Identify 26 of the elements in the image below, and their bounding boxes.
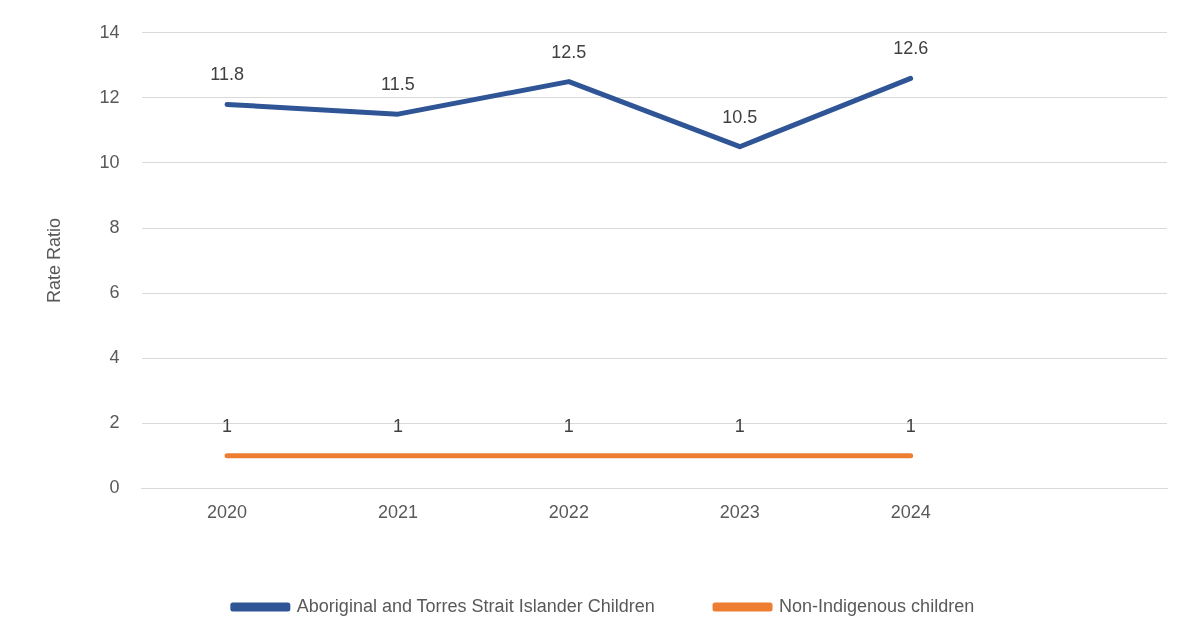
data-label: 11.5: [381, 74, 415, 95]
y-tick-label: 2: [109, 412, 120, 433]
data-label: 1: [563, 415, 574, 436]
legend-label: Non-Indigenous children: [779, 595, 975, 616]
y-tick-label: 8: [109, 217, 120, 238]
y-tick-label: 10: [99, 151, 120, 172]
data-label: 10.5: [722, 106, 758, 127]
y-tick-label: 6: [109, 282, 120, 303]
y-tick-label: 0: [109, 477, 120, 498]
legend-label: Aboriginal and Torres Strait Islander Children: [296, 595, 655, 616]
data-label: 11.8: [210, 64, 244, 85]
x-tick-label: 2020: [207, 502, 248, 523]
data-label: 12.6: [893, 38, 929, 59]
x-tick-label: 2021: [377, 502, 418, 523]
x-tick-label: 2023: [719, 502, 760, 523]
y-tick-label: 14: [99, 21, 120, 42]
y-tick-label: 4: [109, 347, 120, 368]
y-axis-title: Rate Ratio: [43, 218, 64, 304]
y-tick-label: 12: [99, 86, 120, 107]
data-label: 1: [392, 415, 403, 436]
data-label: 12.5: [551, 41, 587, 62]
x-tick-label: 2022: [548, 502, 589, 523]
data-label: 1: [905, 415, 916, 436]
data-label: 1: [734, 415, 745, 436]
data-label: 1: [222, 415, 233, 436]
x-tick-label: 2024: [890, 502, 931, 523]
